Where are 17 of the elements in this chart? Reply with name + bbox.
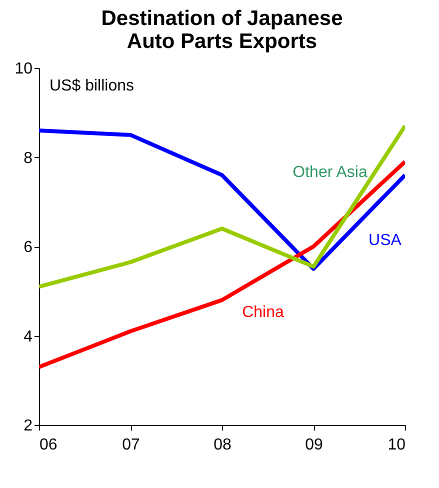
y-tick-label: 8	[24, 150, 33, 167]
text: Auto Parts Exports	[126, 30, 318, 53]
y-tick-label: 6	[24, 239, 33, 256]
series-label: China	[242, 304, 284, 322]
y-axis-title: US$ billions	[50, 78, 134, 94]
text: Destination of Japanese	[101, 7, 343, 30]
x-tick-label: 09	[305, 436, 323, 454]
x-tick-label: 07	[122, 436, 140, 454]
y-tick-label: 10	[14, 60, 33, 78]
x-tick-label: 10	[388, 436, 406, 454]
line-series	[39, 160, 405, 369]
x-tick-label: 06	[40, 436, 58, 454]
series-label: Other Asia	[292, 164, 368, 182]
y-tick-label: 4	[24, 328, 33, 346]
x-tick-label: 08	[214, 436, 232, 454]
series-label: USA	[368, 232, 402, 250]
y-tick-label: 2	[24, 418, 33, 434]
